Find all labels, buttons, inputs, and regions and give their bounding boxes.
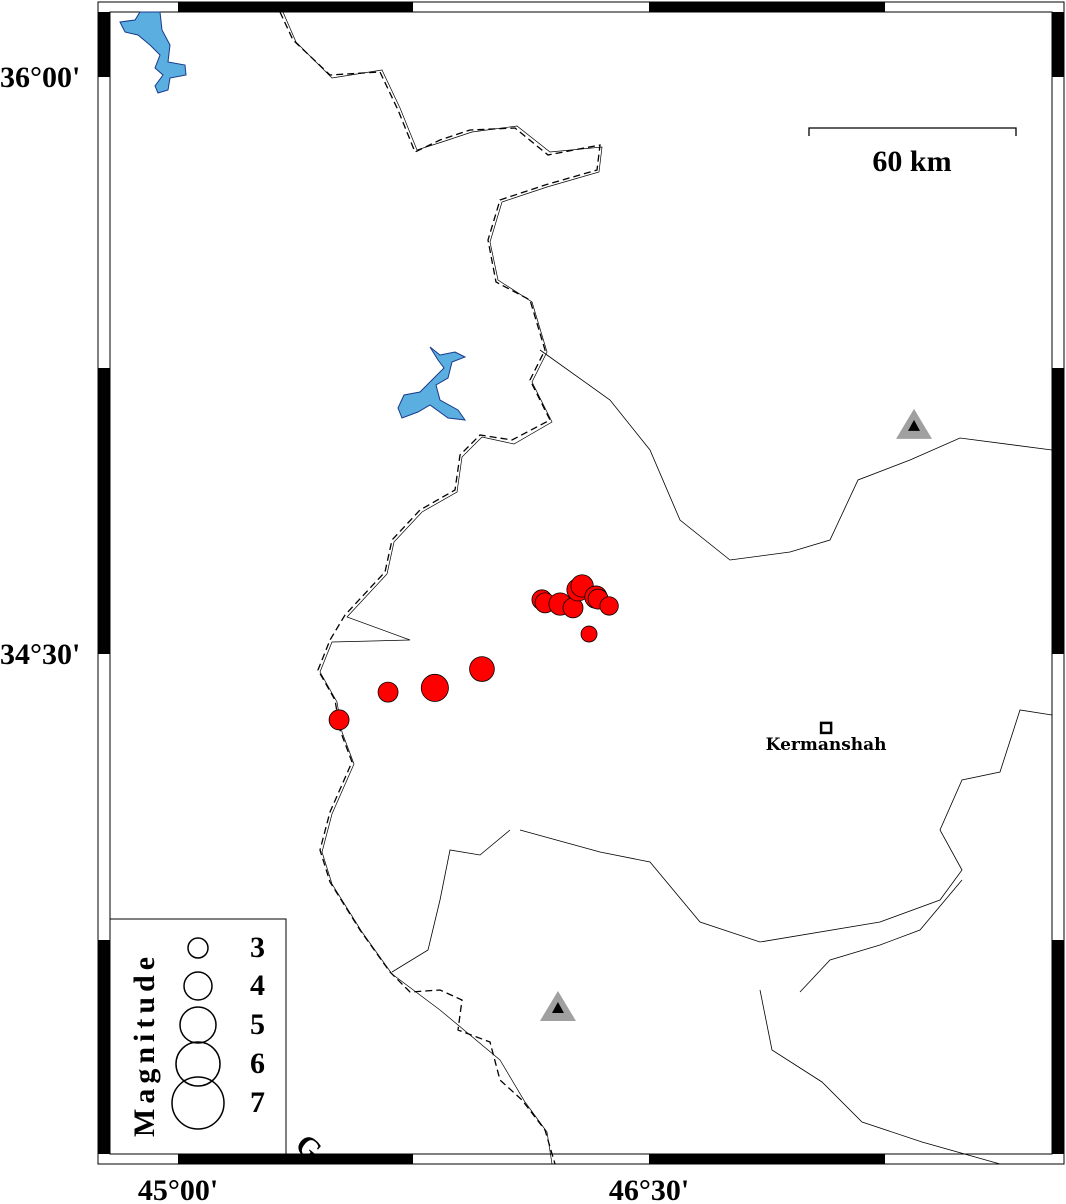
station-triangle-icon	[896, 408, 933, 439]
legend-circle	[171, 1076, 225, 1130]
earthquake-marker	[580, 625, 598, 643]
earthquake-marker	[377, 681, 399, 703]
legend-circle	[183, 971, 213, 1001]
legend-title: Magnitude	[128, 952, 161, 1137]
legend-circle	[187, 937, 209, 959]
earthquake-marker	[328, 709, 350, 731]
station-triangle-icon	[539, 990, 576, 1021]
legend-label: 5	[250, 1008, 265, 1041]
province-boundary	[391, 349, 1053, 1165]
cities: Kermanshah	[766, 721, 887, 755]
earthquake-marker	[420, 673, 449, 702]
legend-label: 7	[250, 1086, 265, 1119]
lat-label-34-30: 34°30'	[0, 638, 80, 671]
legend-circle	[175, 1041, 221, 1087]
legend-label: 4	[250, 969, 265, 1002]
city-square-marker-icon	[819, 721, 833, 735]
legend-label: 3	[250, 931, 265, 964]
legend-label: 6	[250, 1047, 265, 1080]
city-label: Kermanshah	[766, 735, 887, 755]
scale-bar: 60 km	[808, 127, 1017, 178]
earthquake-marker	[469, 656, 495, 682]
stations	[539, 408, 933, 1021]
earthquakes	[328, 574, 619, 731]
international-border	[279, 11, 603, 1165]
earthquake-marker	[599, 596, 619, 616]
legend: Magnitude 3 4 5 6 7	[109, 918, 287, 1155]
lon-label-46-30: 46°30'	[609, 1174, 689, 1204]
lon-label-45: 45°00'	[138, 1174, 218, 1204]
scale-bar-label: 60 km	[872, 145, 951, 178]
lake	[119, 11, 187, 94]
lake	[397, 346, 467, 421]
lat-label-36: 36°00'	[0, 61, 80, 94]
legend-circle	[179, 1006, 217, 1044]
